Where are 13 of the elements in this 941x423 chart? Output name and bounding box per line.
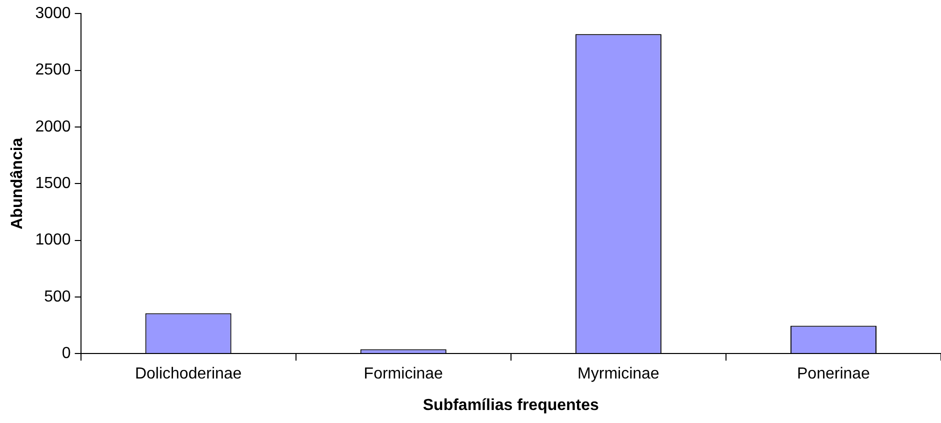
x-tick-label: Formicinae (364, 366, 444, 383)
x-axis-title: Subfamílias frequentes (422, 396, 600, 414)
y-tick-label: 500 (44, 288, 71, 306)
x-tick-label: Myrmicinae (578, 366, 660, 383)
y-tick-label: 2500 (35, 62, 71, 79)
y-axis-title: Abundância (9, 138, 26, 230)
y-tick-label: 3000 (35, 5, 71, 22)
x-tick-label: Dolichoderinae (134, 366, 242, 383)
y-tick-label: 2000 (35, 118, 71, 136)
y-tick-label: 0 (62, 345, 71, 362)
y-tick-label: 1000 (35, 232, 71, 249)
y-tick-label: 1500 (35, 175, 71, 192)
x-tick-label: Ponerinae (797, 366, 870, 383)
